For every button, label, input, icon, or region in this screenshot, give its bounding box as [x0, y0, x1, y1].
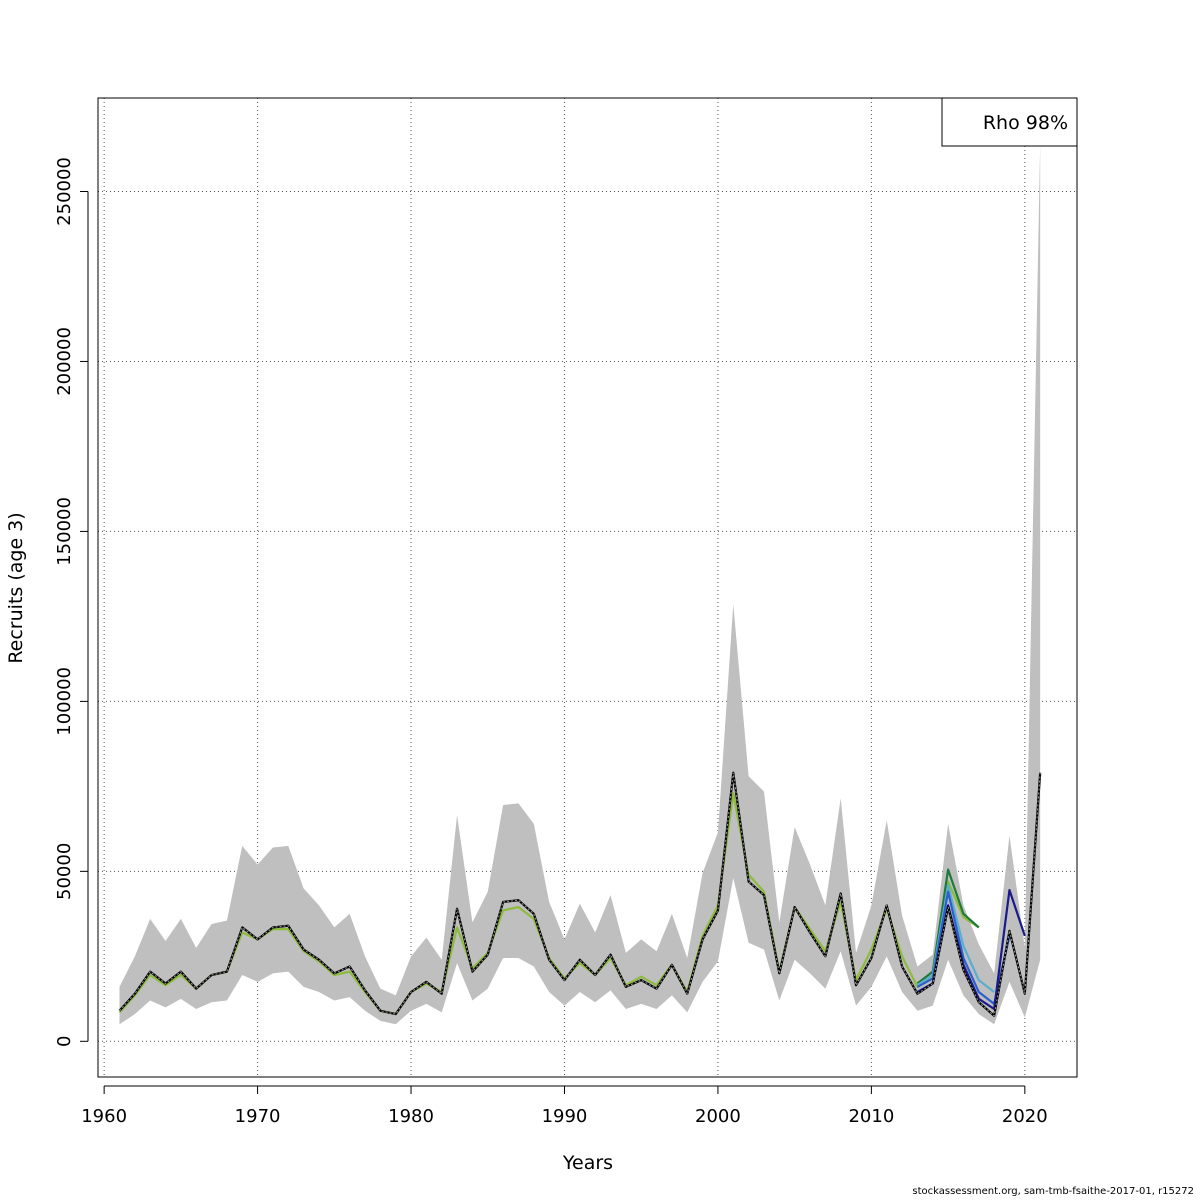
legend-text: Rho 98% — [983, 112, 1068, 134]
y-axis-title: Recruits (age 3) — [5, 512, 27, 663]
y-tick-label: 200000 — [54, 327, 75, 396]
x-tick-label: 1970 — [235, 1106, 281, 1127]
series-lines — [118, 771, 1042, 1017]
series-line-3 — [916, 883, 995, 993]
x-tick-label: 2010 — [848, 1106, 894, 1127]
x-axis: 1960 1970 1980 1990 2000 2010 2020 — [81, 1085, 1048, 1127]
series-line-0-dash — [119, 772, 1041, 1017]
series-line-5 — [916, 868, 980, 985]
y-axis: 0 50000 100000 150000 200000 250000 — [54, 157, 89, 1047]
y-tick-label: 150000 — [54, 497, 75, 566]
x-axis-title: Years — [562, 1152, 613, 1174]
footer-credit: stockassessment.org, sam-tmb-fsaithe-201… — [912, 1186, 1194, 1197]
x-tick-label: 1960 — [81, 1106, 127, 1127]
y-tick-label: 50000 — [54, 843, 75, 900]
x-tick-label: 1980 — [388, 1106, 434, 1127]
y-tick-label: 250000 — [54, 157, 75, 226]
plot-frame — [97, 97, 1078, 1078]
confidence-band-area — [119, 143, 1041, 1025]
confidence-band — [119, 143, 1041, 1025]
legend-box — [941, 97, 1078, 147]
x-tick-label: 1990 — [542, 1106, 588, 1127]
x-tick-label: 2020 — [1002, 1106, 1048, 1127]
y-tick-label: 0 — [54, 1036, 75, 1047]
y-tick-label: 100000 — [54, 667, 75, 736]
x-tick-label: 2000 — [695, 1106, 741, 1127]
legend: Rho 98% — [941, 97, 1078, 147]
